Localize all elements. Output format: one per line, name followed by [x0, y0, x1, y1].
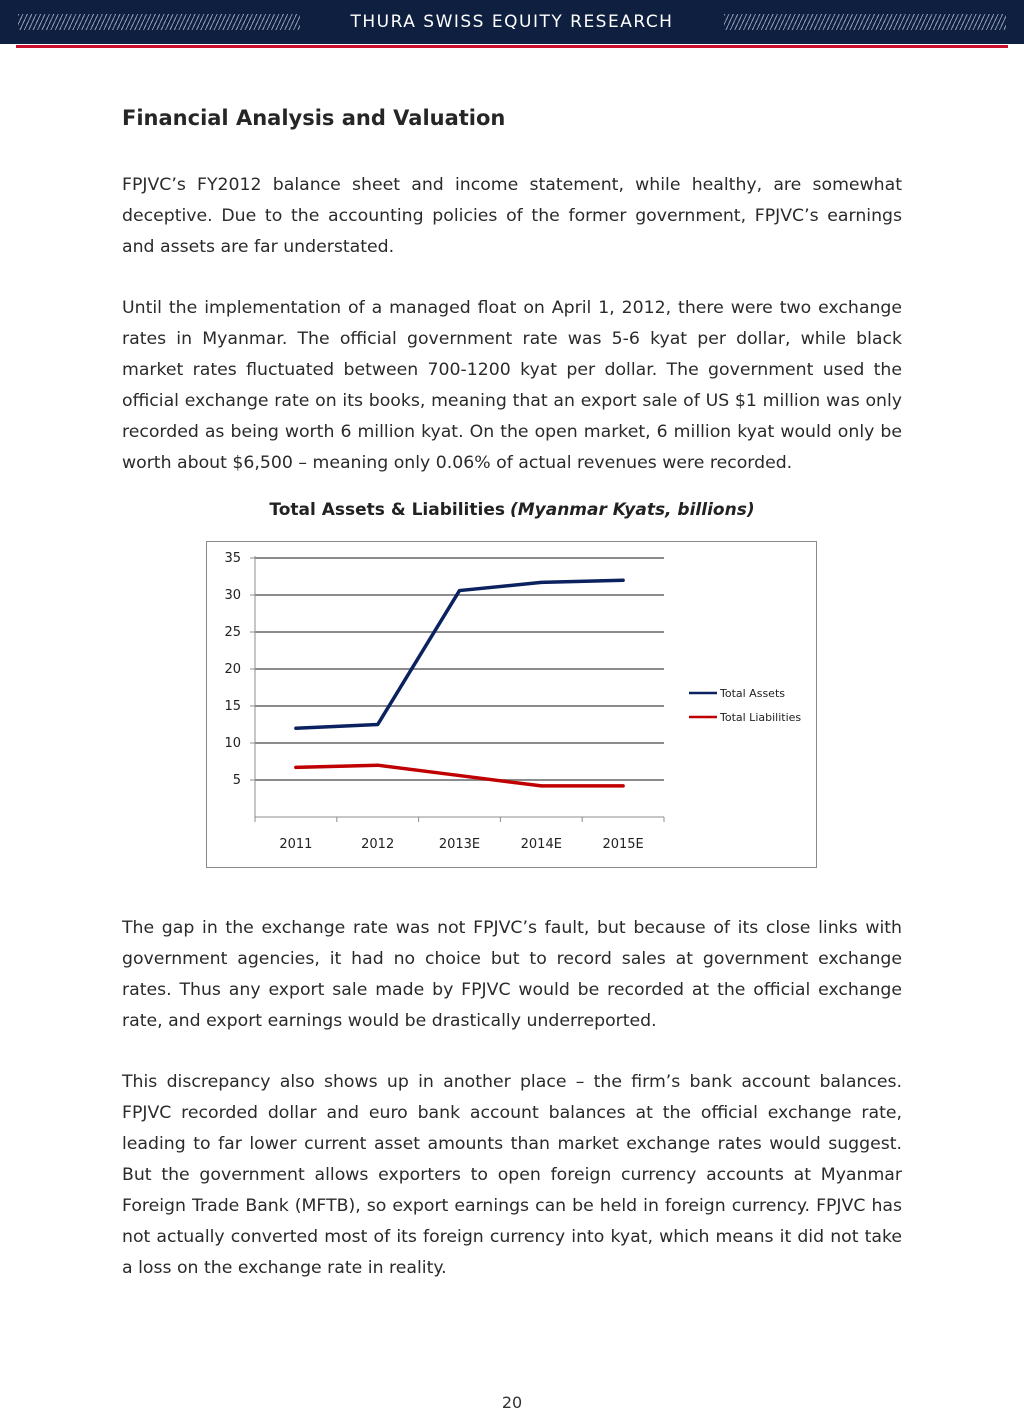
section-title: Financial Analysis and Valuation [122, 106, 506, 130]
data-point [539, 784, 543, 788]
header-accent-line [16, 45, 1008, 48]
x-tick-label: 2013E [439, 837, 480, 852]
y-tick-label: 15 [224, 699, 241, 714]
legend-label-1: Total Liabilities [719, 711, 801, 724]
data-point [458, 589, 461, 593]
header-title: THURA SWISS EQUITY RESEARCH [350, 12, 674, 32]
paragraph-2: Until the implementation of a managed fl… [122, 298, 902, 473]
paragraph-1: FPJVC’s FY2012 balance sheet and income … [122, 175, 902, 257]
data-point [539, 580, 543, 584]
legend-label-0: Total Assets [719, 687, 785, 700]
y-tick-label: 10 [224, 736, 241, 751]
y-tick-label: 25 [224, 625, 241, 640]
header-hatch-left [18, 14, 300, 30]
data-point [294, 726, 298, 730]
data-point [376, 763, 380, 767]
chart-title: Total Assets & Liabilities [269, 500, 505, 520]
y-tick-label: 20 [224, 662, 241, 677]
x-tick-label: 2012 [361, 837, 394, 852]
line-chart: 5 10 15 20 25 30 35 2011 2012 2013E 2014E 2015E Tota… [224, 551, 801, 852]
y-tick-label: 35 [224, 551, 241, 566]
x-tick-label: 2014E [521, 837, 562, 852]
paragraph-4: This discrepancy also shows up in anothe… [122, 1072, 902, 1278]
data-point [376, 723, 380, 726]
header-hatch-right [724, 14, 1006, 30]
page-number: 20 [501, 1393, 523, 1412]
data-point [621, 578, 625, 582]
x-tick-label: 2015E [602, 837, 643, 852]
paragraph-3: The gap in the exchange rate was not FPJ… [122, 918, 902, 1031]
data-point [458, 774, 461, 778]
report-header: THURA SWISS EQUITY RESEARCH [0, 0, 1024, 44]
y-tick-label: 30 [224, 588, 241, 603]
chart-frame: 5 10 15 20 25 30 35 2011 2012 2013E 2014E 2015E Tota… [206, 541, 817, 868]
chart-title-line: Total Assets & Liabilities (Myanmar Kyats… [0, 500, 1024, 520]
chart-subtitle: (Myanmar Kyats, billions) [509, 500, 755, 520]
data-point [294, 765, 298, 769]
data-point [621, 784, 625, 788]
y-tick-label: 5 [233, 773, 241, 788]
x-tick-label: 2011 [279, 837, 312, 852]
